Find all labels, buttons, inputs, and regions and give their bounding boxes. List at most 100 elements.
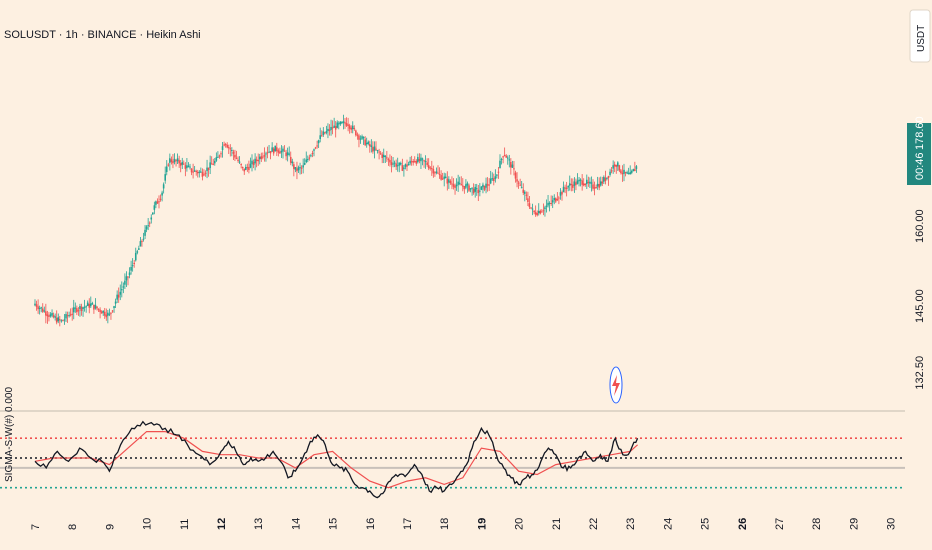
candle-body (632, 169, 635, 172)
candle-body (493, 178, 495, 182)
candle-body (107, 312, 109, 316)
candle-body (412, 160, 414, 163)
candle-body (522, 189, 525, 193)
time-axis-label: 30 (886, 518, 898, 530)
time-axis-label: 22 (588, 518, 600, 530)
candle-body (294, 167, 297, 170)
price-pane[interactable] (34, 114, 638, 327)
candle-body (406, 164, 408, 167)
candle-body (434, 172, 436, 174)
candle-body (161, 192, 163, 196)
candle-body (285, 152, 287, 157)
candle-body (514, 172, 517, 179)
candle-body (291, 161, 294, 164)
lightning-icon[interactable] (609, 366, 623, 404)
candle-body (596, 183, 599, 187)
candle-body (626, 172, 628, 174)
candle-body (584, 184, 587, 186)
candle-body (533, 210, 535, 213)
candle-body (508, 159, 511, 161)
candle-body (186, 165, 188, 169)
candle-body (134, 252, 137, 261)
candles (34, 114, 638, 327)
candle-body (63, 319, 66, 321)
candle-body (590, 182, 593, 184)
candle-body (524, 191, 526, 194)
candle-body (534, 212, 537, 215)
candle-body (60, 320, 63, 322)
currency-button[interactable]: USDT (909, 9, 931, 63)
candle-body (601, 181, 604, 184)
time-axis-label: 8 (67, 524, 79, 530)
indicator-pane[interactable] (0, 420, 905, 499)
candle-body (79, 306, 81, 310)
time-axis-label: 28 (811, 518, 823, 530)
candle-body (162, 184, 165, 189)
candle-body (196, 171, 199, 174)
candle-body (362, 136, 365, 139)
candle-body (384, 156, 387, 158)
candle-body (316, 145, 318, 147)
candle-body (266, 152, 269, 154)
candle-body (66, 315, 69, 317)
candle-body (57, 317, 60, 322)
candle-body (449, 181, 452, 184)
candle-body (113, 306, 115, 309)
candle-body (393, 162, 396, 164)
candle-body (336, 122, 339, 128)
candle-body (375, 148, 377, 150)
candle-body (555, 198, 557, 202)
candle-body (544, 207, 546, 210)
candle-body (302, 165, 304, 168)
candle-body (564, 187, 566, 189)
candle-body (173, 158, 176, 163)
candle-body (217, 156, 219, 158)
candle-body (268, 151, 270, 153)
time-axis-label: 26 (737, 518, 749, 530)
candle-body (203, 174, 205, 176)
candle-body (488, 184, 490, 186)
price-axis-label: 132.50 (914, 356, 926, 390)
candle-body (181, 162, 184, 165)
candle-body (283, 150, 286, 152)
candle-body (272, 148, 275, 154)
candle-body (615, 165, 618, 167)
candle-body (131, 265, 134, 267)
time-axis-label: 18 (439, 518, 451, 530)
candle-body (511, 164, 514, 168)
candle-body (364, 139, 366, 146)
candle-body (593, 187, 596, 189)
candle-body (579, 179, 582, 181)
candle-body (224, 144, 227, 146)
time-axis[interactable]: 7 8 9 10 11 12 13 14 15 16 17 18 19 20 21 22 23 24 25 26 27 2… (30, 518, 898, 530)
candle-body (519, 184, 521, 186)
time-axis-label: 24 (662, 518, 674, 530)
candle-body (65, 314, 67, 319)
candle-body (598, 184, 600, 188)
candle-body (215, 157, 218, 161)
candle-body (155, 201, 157, 205)
oscillator-signal-line (34, 431, 638, 489)
candle-body (172, 161, 174, 164)
candle-body (341, 122, 343, 124)
candle-body (77, 310, 80, 312)
symbol-title[interactable]: SOLUSDT · 1h · BINANCE · Heikin Ashi (4, 29, 201, 41)
candle-body (167, 164, 170, 166)
candle-body (559, 192, 562, 196)
candle-body (438, 173, 441, 175)
price-axis[interactable]: 132.50 145.00 160.00 (914, 209, 926, 389)
candle-body (548, 203, 551, 205)
candle-body (165, 166, 168, 172)
candle-body (410, 161, 413, 163)
indicator-label[interactable]: SIGMA-S-W(#) 0.000 (4, 387, 15, 482)
candle-body (116, 294, 118, 300)
candle-body (537, 210, 540, 214)
candle-body (551, 200, 554, 203)
candle-body (581, 180, 583, 185)
candle-body (108, 313, 111, 315)
time-axis-label: 15 (328, 518, 340, 530)
candle-body (558, 197, 560, 199)
candle-body (103, 311, 106, 316)
candle-body (243, 168, 246, 172)
